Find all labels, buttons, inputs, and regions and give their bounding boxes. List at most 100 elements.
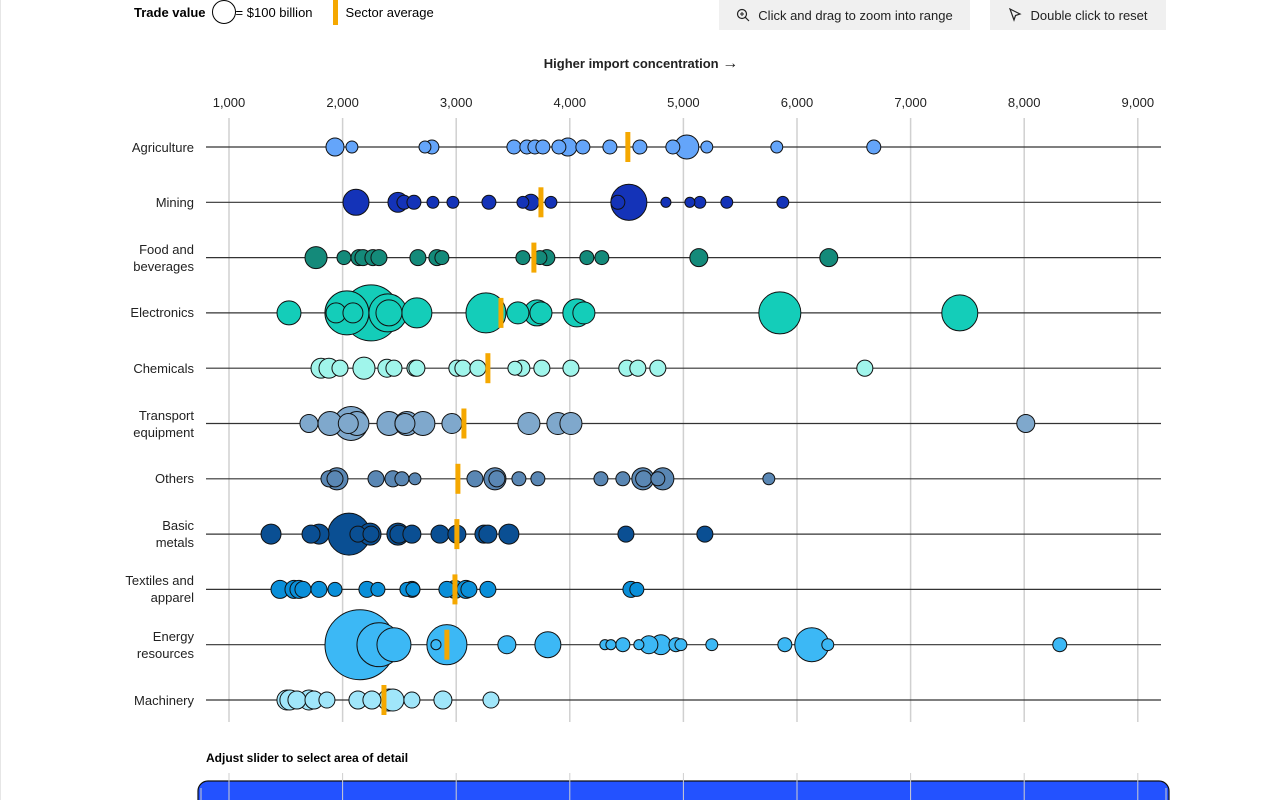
data-point[interactable] [367, 470, 385, 488]
data-point[interactable] [529, 301, 553, 325]
data-point[interactable] [327, 581, 343, 597]
data-point[interactable] [430, 524, 450, 544]
reset-zoom-button[interactable]: Double click to reset [990, 0, 1166, 30]
data-point[interactable] [559, 411, 583, 436]
data-point[interactable] [689, 248, 709, 268]
data-point[interactable] [562, 359, 580, 377]
data-point[interactable] [318, 691, 336, 709]
data-point[interactable] [762, 472, 776, 486]
data-point[interactable] [446, 195, 460, 209]
data-point[interactable] [605, 639, 617, 651]
data-point[interactable] [394, 471, 410, 487]
data-point[interactable] [617, 525, 635, 543]
data-point[interactable] [615, 637, 631, 653]
data-point[interactable] [506, 301, 530, 325]
data-point[interactable] [534, 631, 562, 659]
data-point[interactable] [345, 140, 359, 154]
data-point[interactable] [376, 627, 412, 663]
data-point[interactable] [454, 359, 472, 377]
data-point[interactable] [276, 300, 302, 326]
data-point[interactable] [517, 411, 541, 436]
data-point[interactable] [1016, 413, 1036, 434]
data-point[interactable] [325, 137, 345, 157]
data-point[interactable] [260, 523, 282, 545]
data-point[interactable] [299, 413, 319, 434]
data-point[interactable] [301, 524, 321, 544]
data-point[interactable] [479, 580, 497, 598]
data-point[interactable] [696, 525, 714, 543]
data-point[interactable] [408, 359, 426, 377]
data-point[interactable] [385, 359, 403, 377]
data-point[interactable] [572, 301, 596, 325]
data-point[interactable] [610, 194, 626, 210]
data-point[interactable] [488, 470, 506, 488]
data-point[interactable] [401, 297, 433, 329]
data-point[interactable] [409, 249, 427, 267]
data-point[interactable] [507, 360, 523, 376]
data-point[interactable] [336, 250, 352, 266]
data-point[interactable] [408, 472, 422, 486]
data-point[interactable] [866, 139, 882, 155]
data-point[interactable] [629, 359, 647, 377]
data-point[interactable] [331, 359, 349, 377]
data-point[interactable] [575, 139, 591, 155]
data-point[interactable] [394, 413, 416, 434]
data-point[interactable] [856, 359, 874, 377]
data-point[interactable] [579, 250, 595, 266]
data-point[interactable] [758, 291, 802, 335]
data-point[interactable] [533, 359, 551, 377]
data-point[interactable] [544, 195, 558, 209]
data-point[interactable] [337, 413, 359, 434]
data-point[interactable] [403, 691, 421, 709]
data-point[interactable] [660, 196, 672, 208]
data-point[interactable] [633, 639, 645, 651]
data-point[interactable] [941, 294, 979, 332]
data-point[interactable] [460, 580, 478, 598]
data-point[interactable] [551, 139, 567, 155]
data-point[interactable] [506, 139, 522, 155]
data-point[interactable] [777, 637, 793, 653]
data-point[interactable] [362, 525, 380, 543]
data-point[interactable] [700, 140, 714, 154]
data-point[interactable] [433, 690, 453, 710]
data-point[interactable] [821, 638, 835, 652]
data-point[interactable] [481, 194, 497, 210]
zoom-range-button[interactable]: Click and drag to zoom into range [719, 0, 970, 30]
data-point[interactable] [362, 690, 382, 710]
data-point[interactable] [705, 638, 719, 652]
data-point[interactable] [342, 302, 364, 324]
data-point[interactable] [370, 581, 386, 597]
data-point[interactable] [629, 581, 645, 597]
data-point[interactable] [497, 635, 517, 655]
data-point[interactable] [776, 195, 790, 209]
data-point[interactable] [326, 470, 344, 488]
data-point[interactable] [594, 250, 610, 266]
data-point[interactable] [430, 639, 442, 651]
data-point[interactable] [478, 524, 498, 544]
data-point[interactable] [665, 139, 681, 155]
data-point[interactable] [684, 196, 696, 208]
data-point[interactable] [511, 471, 527, 487]
data-point[interactable] [466, 470, 484, 488]
data-point[interactable] [465, 292, 507, 334]
data-point[interactable] [819, 248, 839, 268]
data-point[interactable] [515, 250, 531, 266]
data-point[interactable] [287, 690, 307, 710]
data-point[interactable] [516, 195, 530, 209]
data-point[interactable] [530, 471, 546, 487]
data-point[interactable] [632, 139, 648, 155]
data-point[interactable] [402, 524, 422, 544]
data-point[interactable] [650, 471, 666, 487]
data-point[interactable] [770, 140, 784, 154]
data-point[interactable] [602, 139, 618, 155]
data-point[interactable] [649, 359, 667, 377]
data-point[interactable] [469, 359, 487, 377]
data-point[interactable] [352, 356, 376, 380]
data-point[interactable] [406, 194, 422, 210]
data-point[interactable] [674, 638, 688, 652]
data-point[interactable] [342, 188, 370, 216]
data-point[interactable] [441, 413, 463, 434]
data-point[interactable] [418, 140, 432, 154]
data-point[interactable] [310, 580, 328, 598]
